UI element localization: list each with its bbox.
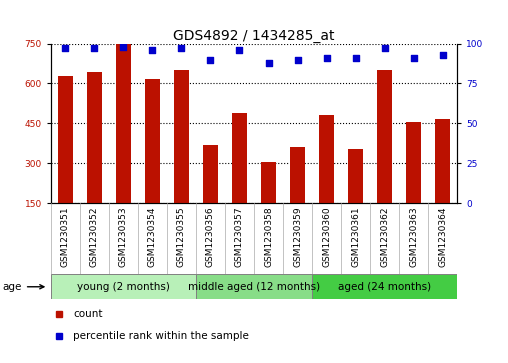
Text: GSM1230356: GSM1230356 bbox=[206, 207, 215, 268]
Text: GSM1230355: GSM1230355 bbox=[177, 207, 186, 268]
Point bbox=[409, 55, 418, 61]
Point bbox=[294, 57, 302, 62]
Bar bbox=[174, 70, 188, 203]
Bar bbox=[203, 145, 218, 203]
Point bbox=[90, 45, 99, 51]
Point bbox=[206, 57, 214, 62]
Title: GDS4892 / 1434285_at: GDS4892 / 1434285_at bbox=[173, 29, 335, 42]
Point bbox=[148, 47, 156, 53]
Text: percentile rank within the sample: percentile rank within the sample bbox=[73, 331, 249, 341]
Point bbox=[352, 55, 360, 61]
Text: GSM1230354: GSM1230354 bbox=[148, 207, 157, 267]
Bar bbox=[51, 274, 196, 299]
Text: GSM1230358: GSM1230358 bbox=[264, 207, 273, 268]
Text: count: count bbox=[73, 309, 103, 319]
Text: GSM1230360: GSM1230360 bbox=[322, 207, 331, 268]
Bar bbox=[320, 115, 334, 203]
Bar bbox=[348, 149, 363, 203]
Bar bbox=[377, 70, 392, 203]
Point bbox=[61, 45, 70, 51]
Bar bbox=[290, 147, 305, 203]
Point bbox=[380, 45, 389, 51]
Bar bbox=[196, 274, 312, 299]
Bar bbox=[145, 79, 160, 203]
Text: GSM1230363: GSM1230363 bbox=[409, 207, 418, 268]
Bar bbox=[435, 119, 450, 203]
Text: GSM1230353: GSM1230353 bbox=[119, 207, 128, 268]
Text: aged (24 months): aged (24 months) bbox=[338, 282, 431, 292]
Point bbox=[235, 47, 243, 53]
Bar bbox=[116, 41, 131, 203]
Text: GSM1230357: GSM1230357 bbox=[235, 207, 244, 268]
Point bbox=[119, 44, 128, 50]
Text: GSM1230361: GSM1230361 bbox=[351, 207, 360, 268]
Bar bbox=[406, 122, 421, 203]
Text: age: age bbox=[3, 282, 44, 292]
Bar bbox=[232, 113, 247, 203]
Point bbox=[177, 45, 185, 51]
Point bbox=[265, 60, 273, 66]
Point bbox=[438, 52, 447, 58]
Bar bbox=[87, 72, 102, 203]
Bar bbox=[261, 162, 276, 203]
Text: GSM1230351: GSM1230351 bbox=[61, 207, 70, 268]
Text: GSM1230359: GSM1230359 bbox=[293, 207, 302, 268]
Point bbox=[323, 55, 331, 61]
Text: GSM1230364: GSM1230364 bbox=[438, 207, 447, 267]
Text: young (2 months): young (2 months) bbox=[77, 282, 170, 292]
Text: middle aged (12 months): middle aged (12 months) bbox=[188, 282, 320, 292]
Text: GSM1230362: GSM1230362 bbox=[380, 207, 389, 267]
Text: GSM1230352: GSM1230352 bbox=[90, 207, 99, 267]
Bar bbox=[312, 274, 457, 299]
Bar bbox=[58, 76, 73, 203]
